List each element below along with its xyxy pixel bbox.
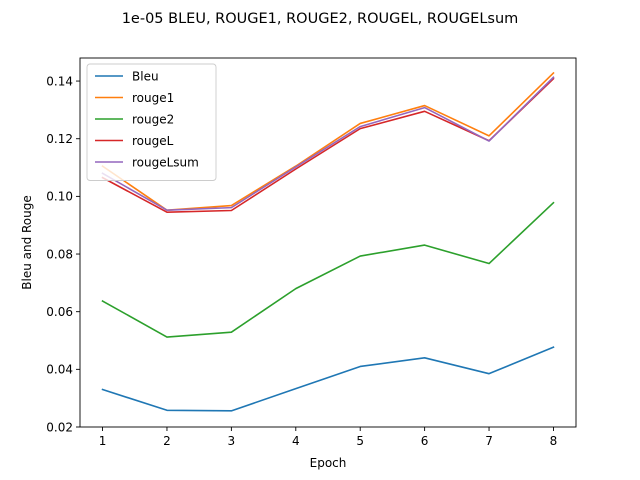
legend: Bleu rouge1 rouge2 rougeL rougeLsum bbox=[86, 63, 217, 181]
x-tick-label: 2 bbox=[163, 434, 171, 448]
plot-frame bbox=[79, 57, 577, 428]
legend-label: rouge2 bbox=[132, 112, 174, 126]
series-line-rouge2 bbox=[101, 201, 555, 338]
series-line-Bleu bbox=[101, 346, 555, 412]
x-tick-label: 7 bbox=[485, 434, 493, 448]
chart-title: 1e-05 BLEU, ROUGE1, ROUGE2, ROUGEL, ROUG… bbox=[122, 11, 519, 27]
y-tick-label: 0.02 bbox=[46, 420, 73, 434]
legend-label: Bleu bbox=[132, 69, 159, 83]
y-tick-label: 0.06 bbox=[46, 305, 73, 319]
x-tick-label: 8 bbox=[550, 434, 558, 448]
y-tick-label: 0.14 bbox=[46, 74, 73, 88]
x-tick-label: 1 bbox=[99, 434, 107, 448]
y-axis-ticks: 0.02 0.04 0.06 0.08 0.10 0.12 0.14 bbox=[46, 74, 80, 434]
series-lines bbox=[101, 71, 555, 412]
x-tick-label: 3 bbox=[228, 434, 236, 448]
x-axis-label: Epoch bbox=[310, 456, 347, 470]
y-tick-label: 0.10 bbox=[46, 190, 73, 204]
x-tick-label: 4 bbox=[292, 434, 300, 448]
y-tick-label: 0.04 bbox=[46, 363, 73, 377]
y-tick-label: 0.12 bbox=[46, 132, 73, 146]
legend-label: rouge1 bbox=[132, 91, 174, 105]
legend-label: rougeL bbox=[132, 134, 174, 148]
legend-box bbox=[86, 63, 217, 181]
legend-label: rougeLsum bbox=[132, 155, 199, 169]
y-tick-label: 0.08 bbox=[46, 247, 73, 261]
x-tick-label: 6 bbox=[421, 434, 429, 448]
x-tick-label: 5 bbox=[356, 434, 364, 448]
y-axis-label: Bleu and Rouge bbox=[20, 195, 34, 290]
series-line-rougeLsum bbox=[101, 76, 555, 212]
x-axis-ticks: 1 2 3 4 5 6 7 8 bbox=[99, 427, 558, 448]
